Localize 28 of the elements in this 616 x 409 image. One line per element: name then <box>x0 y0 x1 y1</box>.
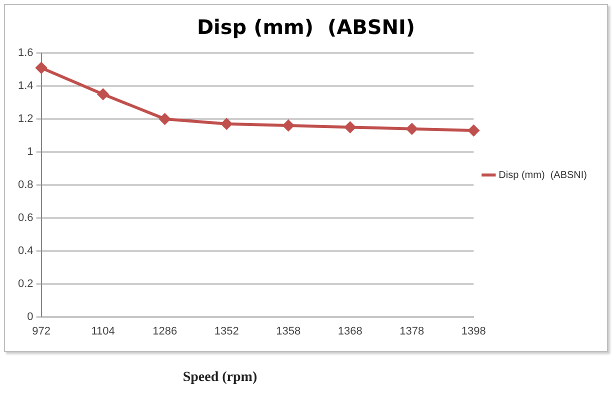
y-tick-label: 0.4 <box>18 244 34 257</box>
x-tick-label: 1104 <box>91 325 115 338</box>
x-tick-label: 1358 <box>276 325 301 338</box>
y-tick-label: 0.8 <box>18 178 34 191</box>
point <box>159 113 170 124</box>
point <box>98 88 109 100</box>
x-tick-label: 1352 <box>214 325 239 338</box>
x-tick-label: 1368 <box>338 325 362 338</box>
point <box>221 118 232 130</box>
y-tick-label: 1.6 <box>18 47 34 60</box>
chart-title: Disp (mm) (ABSNI) <box>196 15 416 40</box>
y-tick-label: 0.2 <box>18 278 34 290</box>
x-tick-label: 972 <box>32 325 50 338</box>
x-tick-label: 1398 <box>461 325 486 338</box>
x-tick-label: 1378 <box>400 325 424 338</box>
y-tick-label: 1.2 <box>18 112 34 125</box>
point <box>344 122 356 133</box>
point <box>406 123 418 134</box>
point <box>282 120 294 132</box>
x-tick-label: 1286 <box>152 325 178 338</box>
legend-label: Disp (mm) (ABSNI) <box>498 170 588 181</box>
y-tick-label: 0.6 <box>18 212 34 224</box>
point <box>36 62 47 74</box>
x-axis-title: Speed (rpm) <box>182 370 258 386</box>
point <box>468 124 480 136</box>
y-tick-label: 1 <box>27 146 34 158</box>
y-tick-label: 0 <box>27 310 34 323</box>
y-tick-label: 1.4 <box>18 80 34 92</box>
